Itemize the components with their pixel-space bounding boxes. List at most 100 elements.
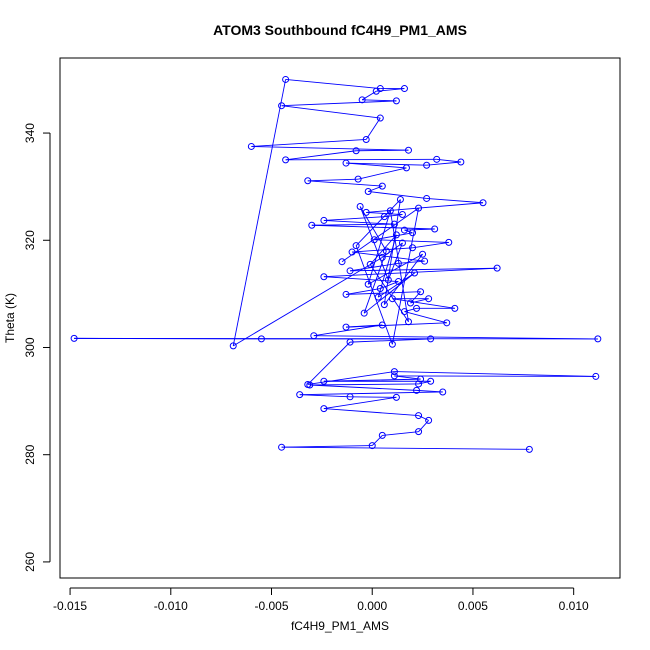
- y-tick-label: 320: [23, 230, 37, 250]
- data-point: [404, 318, 412, 326]
- series-segment: [346, 162, 407, 169]
- data-point: [360, 309, 368, 317]
- series-segment: [281, 445, 373, 448]
- series-segment: [307, 178, 359, 182]
- series-segment: [346, 162, 427, 166]
- series-segment: [345, 288, 381, 295]
- series-segment: [311, 223, 395, 226]
- data-point: [320, 273, 328, 281]
- series-segment: [394, 375, 596, 377]
- series-segment: [382, 431, 419, 436]
- data-point: [356, 202, 364, 210]
- series-segment: [416, 389, 443, 393]
- x-tick-label: -0.005: [254, 599, 288, 613]
- data-point: [409, 244, 417, 252]
- data-point: [419, 250, 427, 258]
- data-point: [378, 253, 386, 261]
- data-point: [310, 332, 318, 340]
- series-segment: [285, 150, 357, 161]
- x-axis: -0.015 -0.010 -0.005 0.000 0.005 0.010: [53, 587, 589, 613]
- y-tick-label: 300: [23, 337, 37, 357]
- data-point: [415, 428, 423, 436]
- data-point: [388, 295, 396, 303]
- data-point: [320, 377, 328, 385]
- series-point-group: [70, 75, 602, 453]
- series-segment: [365, 117, 381, 140]
- data-point: [457, 158, 465, 166]
- series-segment: [368, 185, 383, 192]
- data-point: [390, 368, 398, 376]
- data-point: [278, 443, 286, 451]
- series-segment: [366, 202, 484, 213]
- series-segment: [307, 180, 383, 187]
- data-point: [390, 220, 398, 228]
- series-segment: [383, 199, 401, 305]
- series-segment: [387, 242, 403, 281]
- data-point: [425, 416, 433, 424]
- series-segment: [436, 158, 461, 163]
- data-point: [229, 342, 237, 350]
- data-point: [380, 213, 388, 221]
- data-point: [417, 375, 425, 383]
- series-segment: [362, 99, 397, 102]
- series-segment: [74, 337, 598, 340]
- data-point: [370, 236, 378, 244]
- data-point: [342, 323, 350, 331]
- data-point: [346, 393, 354, 401]
- series-segment: [352, 247, 413, 253]
- data-point: [592, 372, 600, 380]
- series-segment: [323, 219, 395, 225]
- data-point: [443, 319, 451, 327]
- series-segment: [281, 446, 530, 450]
- data-point: [346, 267, 354, 275]
- data-point: [390, 372, 398, 380]
- data-point: [70, 334, 78, 342]
- data-point: [413, 386, 421, 394]
- series-segment: [313, 335, 598, 340]
- data-point: [409, 229, 417, 237]
- data-point: [378, 431, 386, 439]
- data-point: [433, 155, 441, 163]
- series-segment: [323, 276, 399, 282]
- data-point: [376, 285, 384, 293]
- data-point: [342, 159, 350, 167]
- series-segment: [418, 420, 429, 432]
- series-segment: [251, 146, 409, 151]
- data-point: [352, 242, 360, 250]
- data-point: [431, 225, 439, 233]
- plot-area-border: [59, 57, 621, 579]
- series-segment: [418, 415, 429, 421]
- series-segment: [350, 396, 397, 398]
- series-segment: [359, 206, 387, 252]
- data-point: [384, 276, 392, 284]
- data-point: [425, 295, 433, 303]
- data-point: [304, 380, 312, 388]
- series-segment: [367, 253, 423, 285]
- series-segment: [410, 291, 421, 304]
- data-point: [413, 304, 421, 312]
- x-tick-label: -0.015: [53, 599, 87, 613]
- data-point: [392, 393, 400, 401]
- series-segment: [391, 208, 420, 345]
- data-point: [427, 377, 435, 385]
- data-point: [445, 238, 453, 246]
- chart-title: ATOM3 Southbound fC4H9_PM1_AMS: [213, 22, 467, 38]
- data-point: [282, 156, 290, 164]
- data-point: [415, 412, 423, 420]
- series-segment: [394, 375, 421, 380]
- data-point: [364, 280, 372, 288]
- series-segment: [323, 408, 419, 417]
- data-point: [342, 290, 350, 298]
- series-segment: [361, 90, 377, 101]
- data-point: [427, 335, 435, 343]
- data-point: [394, 278, 402, 286]
- y-tick-label: 340: [23, 123, 37, 143]
- data-point: [398, 211, 406, 219]
- series-segment: [309, 384, 417, 391]
- series-segment: [355, 199, 401, 246]
- series-segment: [323, 378, 421, 382]
- data-point: [376, 85, 384, 93]
- data-point: [394, 259, 402, 267]
- data-point: [282, 75, 290, 83]
- data-point: [376, 114, 384, 122]
